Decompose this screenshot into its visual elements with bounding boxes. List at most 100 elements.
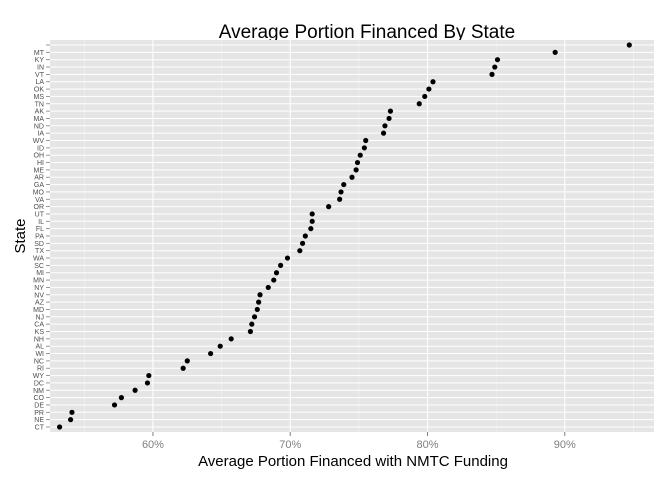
y-tick-label: CT <box>35 425 45 432</box>
data-point <box>382 123 388 129</box>
data-point <box>349 174 355 180</box>
data-point <box>257 292 263 298</box>
y-tick-label: AZ <box>35 300 45 307</box>
data-point <box>357 152 363 158</box>
y-tick-label: AK <box>35 109 45 116</box>
data-point <box>489 71 495 77</box>
data-point <box>387 108 394 114</box>
data-point <box>302 233 308 239</box>
y-tick-label: WA <box>33 256 44 263</box>
y-tick-label: MD <box>33 307 44 314</box>
x-axis-ticks: 60% 70% 80% 90% <box>142 432 576 451</box>
data-point <box>273 270 280 276</box>
data-point <box>251 314 258 320</box>
y-tick-label: NH <box>34 336 44 343</box>
y-tick-label: IN <box>37 65 44 72</box>
x-tick-label: 70% <box>279 439 301 451</box>
y-tick-label: NJ <box>35 314 44 321</box>
data-point <box>430 79 436 85</box>
data-point <box>626 42 632 48</box>
y-tick-label: AL <box>35 344 44 351</box>
chart-title: Average Portion Financed By State <box>219 22 515 43</box>
data-point <box>146 372 152 379</box>
y-tick-label: LA <box>35 79 44 86</box>
data-point <box>422 93 428 100</box>
data-point <box>416 101 422 107</box>
y-tick-label: TN <box>35 101 44 108</box>
x-tick-label: 60% <box>142 439 164 451</box>
data-point <box>118 395 124 401</box>
y-tick-label: UT <box>35 211 45 218</box>
y-tick-label: CO <box>34 395 45 402</box>
y-tick-label: MA <box>34 116 45 123</box>
data-point <box>492 64 498 70</box>
y-tick-label: MS <box>34 94 45 101</box>
data-point <box>278 262 284 268</box>
x-tick-label: 90% <box>554 439 576 451</box>
data-point <box>426 86 432 92</box>
y-tick-label: MN <box>33 278 44 285</box>
data-point <box>341 181 347 188</box>
y-tick-label: NE <box>34 417 44 424</box>
y-tick-label: MI <box>36 270 44 277</box>
grid-lines <box>50 40 654 432</box>
data-point <box>297 248 303 254</box>
y-tick-label: ND <box>34 123 44 130</box>
data-point <box>69 409 75 415</box>
x-tick-label: 80% <box>416 439 438 451</box>
data-point <box>284 255 291 261</box>
y-tick-label: OK <box>34 87 44 94</box>
data-point <box>254 306 260 313</box>
data-point <box>308 226 314 232</box>
data-point <box>247 328 254 335</box>
data-point <box>386 115 392 122</box>
y-tick-label: KY <box>35 57 45 64</box>
y-tick-label: ME <box>34 167 45 174</box>
y-tick-label: NV <box>34 292 44 299</box>
y-tick-label: OH <box>34 153 45 160</box>
data-point <box>326 204 332 210</box>
data-point <box>249 321 255 327</box>
data-point <box>353 167 359 173</box>
y-tick-label: PA <box>35 234 44 241</box>
y-tick-label: OR <box>34 204 45 211</box>
y-tick-label: NC <box>34 358 44 365</box>
x-axis-title: Average Portion Financed with NMTC Fundi… <box>198 453 508 470</box>
y-tick-label: CA <box>34 322 44 329</box>
y-tick-label: IL <box>38 219 44 226</box>
data-point <box>208 350 214 357</box>
y-tick-label: SD <box>34 241 44 248</box>
y-tick-label: GA <box>34 182 44 189</box>
data-point <box>271 277 277 283</box>
data-point <box>299 240 306 246</box>
data-point <box>338 189 344 195</box>
data-point <box>380 130 387 136</box>
data-point <box>363 137 369 144</box>
y-tick-label: DC <box>34 380 44 387</box>
y-tick-label: FL <box>36 226 44 233</box>
y-tick-label: WV <box>33 138 45 145</box>
data-point <box>309 218 315 224</box>
data-point <box>111 402 118 408</box>
data-point <box>132 387 138 393</box>
data-point <box>337 196 343 202</box>
y-tick-label: RI <box>37 366 44 373</box>
data-point <box>256 299 262 305</box>
y-tick-label: WY <box>33 373 45 380</box>
data-point <box>552 49 558 55</box>
data-point <box>180 365 186 371</box>
y-tick-label: MT <box>34 50 45 57</box>
data-point <box>361 145 367 151</box>
data-point <box>144 380 151 386</box>
data-points <box>57 42 632 430</box>
data-point <box>309 211 315 217</box>
y-tick-label: DE <box>34 402 44 409</box>
y-tick-label: VA <box>35 197 44 204</box>
y-tick-label: VT <box>35 72 45 79</box>
y-tick-label: KS <box>35 329 45 336</box>
data-point <box>217 343 223 349</box>
y-tick-label: PR <box>34 410 44 417</box>
data-point <box>67 417 74 423</box>
